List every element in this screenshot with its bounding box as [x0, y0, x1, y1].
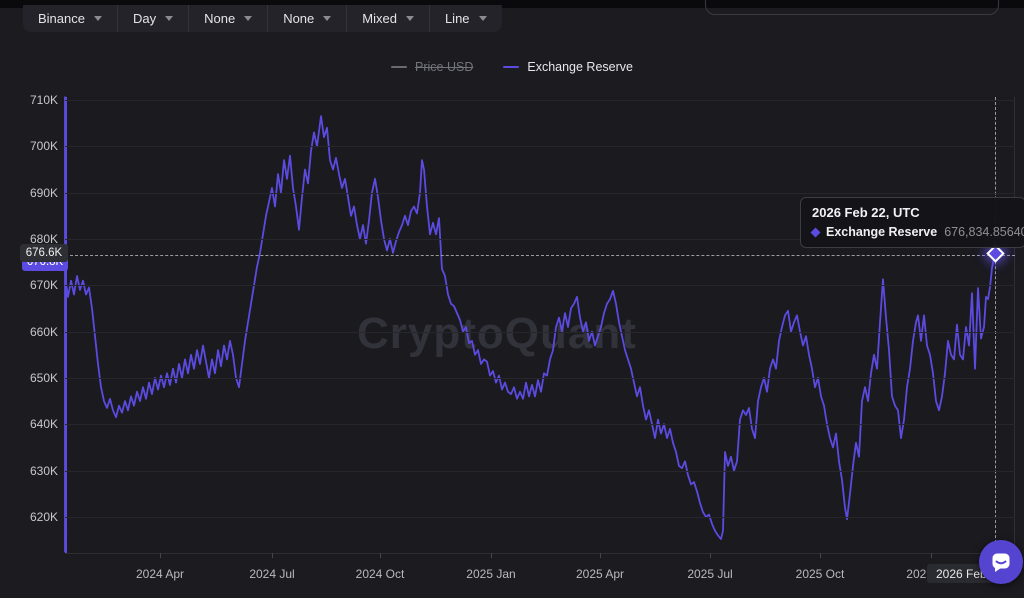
crosshair-vertical-line: [995, 97, 996, 553]
x-axis-tick-label: 2025 Jul: [687, 567, 733, 581]
dropdown-scale-label: Mixed: [362, 11, 397, 26]
chart-legend: Price USD Exchange Reserve: [0, 60, 1024, 74]
legend-item-price-usd[interactable]: Price USD: [391, 60, 473, 74]
gridline: [65, 424, 1015, 426]
x-axis-tick-label: 2025 Oct: [795, 567, 845, 581]
gridline: [65, 470, 1015, 472]
tooltip-series-label: Exchange Reserve: [826, 225, 938, 239]
x-axis-tick-label: 2024 Oct: [355, 567, 405, 581]
gridline: [65, 238, 1015, 240]
x-axis-tick: [272, 553, 273, 558]
plot-area[interactable]: CryptoQuant: [64, 96, 1015, 558]
crosshair-horizontal-line: [65, 254, 1015, 256]
top-right-panel-edge: [705, 0, 999, 15]
series-diamond-icon: [810, 227, 821, 237]
x-axis-tick: [160, 553, 161, 558]
y-axis-tick-label: 630K: [29, 463, 58, 478]
chevron-down-icon: [93, 16, 102, 21]
chevron-down-icon: [244, 16, 253, 21]
chart-toolbar: Binance Day None None Mixed Line: [23, 5, 502, 32]
x-axis-tick: [710, 553, 711, 558]
y-axis-tick-label: 690K: [29, 185, 58, 200]
x-axis-tick-label: 2024 Apr: [135, 567, 185, 581]
x-axis-tick: [820, 553, 821, 558]
x-axis-tick-label: 2025 Apr: [575, 567, 625, 581]
x-axis-tick: [380, 553, 381, 558]
top-strip: [0, 0, 1024, 8]
dropdown-scale[interactable]: Mixed: [346, 5, 429, 32]
legend-price-usd-label: Price USD: [415, 60, 474, 74]
gridline: [65, 285, 1015, 287]
dropdown-exchange-label: Binance: [38, 11, 85, 26]
y-axis-tick-label: 660K: [29, 324, 58, 339]
exchange-reserve-line-swatch: [503, 65, 520, 69]
dropdown-chart-style-label: Line: [444, 11, 470, 26]
chat-bubble-icon: [992, 553, 1010, 572]
gridline: [65, 516, 1015, 518]
x-axis-line: [65, 553, 1015, 554]
y-axis-tick-label: 700K: [29, 139, 58, 154]
x-axis-tick: [600, 553, 601, 558]
legend-exchange-reserve-label: Exchange Reserve: [527, 60, 633, 74]
legend-item-exchange-reserve[interactable]: Exchange Reserve: [503, 60, 633, 74]
dropdown-interval[interactable]: Day: [116, 5, 188, 32]
y-axis-tick-label: 620K: [29, 509, 58, 524]
chevron-down-icon: [323, 16, 332, 21]
dropdown-indicator-1-label: None: [204, 11, 236, 26]
x-axis-tick-label: 2025 Jan: [466, 567, 516, 581]
dropdown-exchange[interactable]: Binance: [23, 5, 117, 32]
y-axis-tick-label: 640K: [29, 417, 58, 432]
dropdown-chart-style[interactable]: Line: [428, 5, 502, 32]
y-axis-tick-label: 710K: [29, 93, 58, 107]
y-axis-tick-label: 670K: [29, 278, 58, 293]
chart-tooltip: 2026 Feb 22, UTC Exchange Reserve 676,83…: [800, 197, 1024, 248]
chevron-down-icon: [405, 16, 414, 21]
y-axis-tick-label: 680K: [29, 231, 58, 246]
dropdown-indicator-2[interactable]: None: [267, 5, 346, 32]
gridline: [65, 192, 1015, 194]
x-axis-tick-label: 2024 Jul: [249, 567, 295, 581]
y-axis-tick-label: 650K: [29, 370, 58, 385]
dropdown-interval-label: Day: [132, 11, 157, 26]
gridline: [65, 331, 1015, 333]
x-axis-tick: [491, 553, 492, 558]
chat-launcher-button[interactable]: [979, 540, 1023, 584]
crosshair-value-badge: 676.6K: [20, 244, 68, 262]
watermark: CryptoQuant: [357, 309, 637, 358]
gridline: [65, 100, 1015, 101]
dropdown-indicator-2-label: None: [283, 11, 315, 26]
tooltip-series-value: 676,834.85640089: [944, 225, 1024, 239]
chevron-down-icon: [478, 16, 487, 21]
tooltip-date: 2026 Feb 22, UTC: [812, 205, 920, 220]
gridline: [65, 377, 1015, 379]
gridline: [65, 146, 1015, 148]
x-axis-tick: [931, 553, 932, 558]
chevron-down-icon: [165, 16, 174, 21]
dropdown-indicator-1[interactable]: None: [188, 5, 267, 32]
price-usd-line-swatch: [391, 65, 408, 69]
plot-right-border: [1014, 97, 1015, 558]
exchange-reserve-line-series: [64, 96, 996, 553]
